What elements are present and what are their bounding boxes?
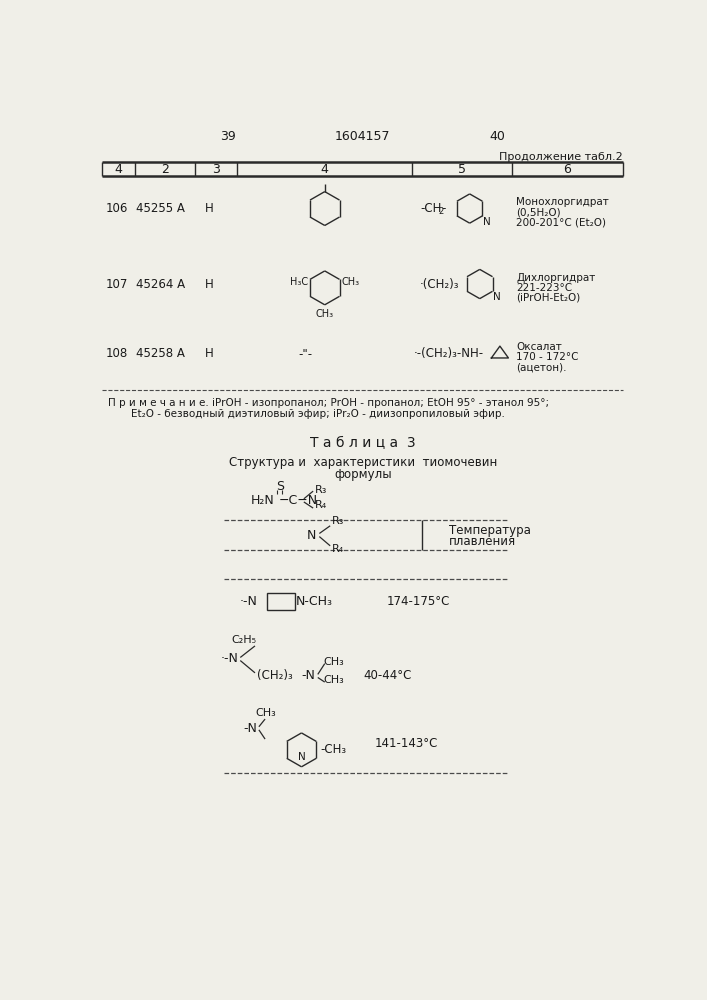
Text: H₂N: H₂N — [251, 494, 275, 507]
Text: (CH₂)₃: (CH₂)₃ — [257, 669, 292, 682]
Text: 3: 3 — [212, 163, 220, 176]
Text: (0,5H₂O): (0,5H₂O) — [516, 207, 561, 217]
Text: -CH: -CH — [420, 202, 441, 215]
Text: 108: 108 — [105, 347, 128, 360]
Text: R₃: R₃ — [332, 516, 344, 526]
Text: 4: 4 — [115, 163, 122, 176]
Text: N-CH₃: N-CH₃ — [296, 595, 333, 608]
Text: R₄: R₄ — [315, 500, 327, 510]
Text: 174-175°C: 174-175°C — [387, 595, 450, 608]
Text: 1604157: 1604157 — [335, 130, 390, 143]
Text: -CH₃: -CH₃ — [320, 743, 346, 756]
Text: N: N — [483, 217, 491, 227]
Text: Продолжение табл.2: Продолжение табл.2 — [499, 152, 623, 162]
Text: -N: -N — [243, 722, 257, 735]
Text: Et₂O - безводный диэтиловый эфир; iPr₂O - диизопропиловый эфир.: Et₂O - безводный диэтиловый эфир; iPr₂O … — [131, 409, 505, 419]
Text: ·-N: ·-N — [240, 595, 257, 608]
Text: Монохлоргидрат: Монохлоргидрат — [516, 197, 609, 207]
Text: 39: 39 — [220, 130, 235, 143]
Text: C₂H₅: C₂H₅ — [232, 635, 257, 645]
Text: N: N — [493, 292, 501, 302]
Text: Дихлоргидрат: Дихлоргидрат — [516, 273, 595, 283]
Text: 45255 А: 45255 А — [136, 202, 185, 215]
Text: CH₃: CH₃ — [342, 277, 360, 287]
Text: 200-201°C (Et₂O): 200-201°C (Et₂O) — [516, 217, 606, 227]
Text: H: H — [204, 202, 214, 215]
Text: CH₃: CH₃ — [316, 309, 334, 319]
Text: 4: 4 — [321, 163, 329, 176]
Text: 170 - 172°C: 170 - 172°C — [516, 352, 578, 362]
Text: 106: 106 — [105, 202, 128, 215]
Text: 40: 40 — [490, 130, 506, 143]
Bar — [267, 593, 295, 610]
Text: ·-(CH₂)₃-NH-: ·-(CH₂)₃-NH- — [414, 347, 484, 360]
Text: H₃C: H₃C — [290, 277, 308, 287]
Text: (iPrOH-Et₂O): (iPrOH-Et₂O) — [516, 293, 580, 303]
Text: 2: 2 — [438, 207, 444, 216]
Text: CH₃: CH₃ — [255, 708, 276, 718]
Text: Оксалат: Оксалат — [516, 342, 562, 352]
Text: −C−N: −C−N — [279, 494, 317, 507]
Text: 6: 6 — [563, 163, 571, 176]
Text: плавления: плавления — [449, 535, 516, 548]
Text: S: S — [276, 480, 284, 493]
Text: -"-: -"- — [298, 347, 312, 360]
Text: -: - — [442, 202, 446, 215]
Text: ·-N: ·-N — [220, 652, 238, 666]
Text: R₃: R₃ — [315, 485, 327, 495]
Text: CH₃: CH₃ — [323, 675, 344, 685]
Text: (ацетон).: (ацетон). — [516, 362, 567, 372]
Text: R₄: R₄ — [332, 544, 344, 554]
Text: ·(CH₂)₃: ·(CH₂)₃ — [420, 278, 460, 291]
Text: 5: 5 — [458, 163, 466, 176]
Text: H: H — [204, 278, 214, 291]
Text: 40-44°C: 40-44°C — [363, 669, 412, 682]
Text: П р и м е ч а н и е. iPrOH - изопропанол; PrOH - пропанол; EtOH 95° - этанол 95°: П р и м е ч а н и е. iPrOH - изопропанол… — [107, 398, 549, 408]
Text: формулы: формулы — [334, 468, 392, 481]
Text: 45264 А: 45264 А — [136, 278, 185, 291]
Text: -N: -N — [301, 669, 315, 682]
Text: N: N — [307, 529, 316, 542]
Text: 45258 А: 45258 А — [136, 347, 185, 360]
Text: Структура и  характеристики  тиомочевин: Структура и характеристики тиомочевин — [228, 456, 497, 469]
Text: 2: 2 — [161, 163, 169, 176]
Text: CH₃: CH₃ — [323, 657, 344, 667]
Text: 141-143°C: 141-143°C — [375, 737, 438, 750]
Text: H: H — [204, 347, 214, 360]
Text: Температура: Температура — [449, 524, 531, 537]
Text: Т а б л и ц а  3: Т а б л и ц а 3 — [310, 436, 416, 450]
Text: 107: 107 — [105, 278, 128, 291]
Text: 221-223°C: 221-223°C — [516, 283, 572, 293]
Text: N: N — [298, 752, 305, 762]
